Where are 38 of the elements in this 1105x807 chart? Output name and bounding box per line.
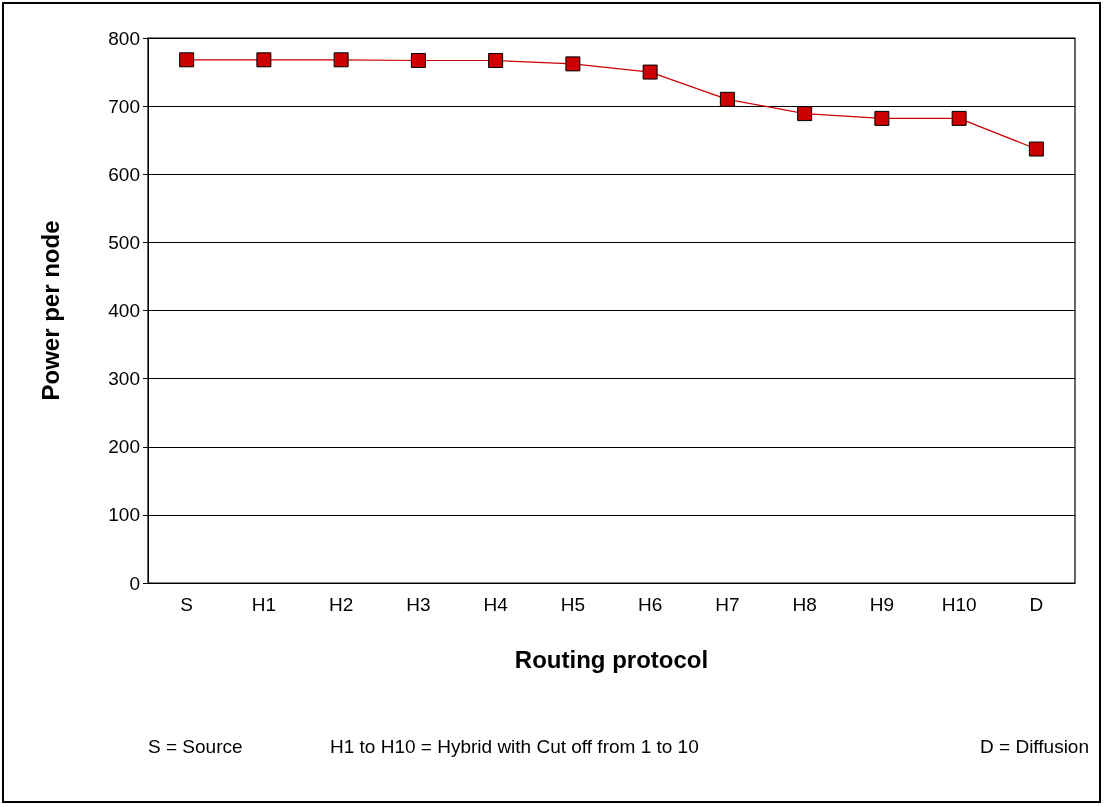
x-tick-label: H7 [715, 594, 740, 615]
text: S = Source [148, 736, 243, 757]
point [642, 64, 658, 80]
y-tick-label: 600 [108, 163, 140, 185]
point [488, 52, 504, 68]
text: H1 to H10 = Hybrid with Cut off from 1 to 10 [330, 736, 699, 757]
x-tick-label: H8 [792, 594, 817, 615]
point [565, 56, 581, 72]
point [179, 52, 195, 68]
y-tick-label: 100 [108, 504, 140, 526]
x-tick-label: H5 [560, 594, 586, 615]
y-tick-label: 400 [108, 300, 140, 321]
x-tick-label: H1 [251, 594, 277, 615]
point [256, 52, 272, 68]
point [719, 91, 735, 107]
point [410, 52, 426, 68]
point [1028, 141, 1044, 157]
point [797, 106, 813, 122]
y-tick-label: 300 [108, 368, 140, 390]
x-tick-label: H2 [328, 594, 354, 615]
y-tick-label: 0 [129, 572, 140, 594]
point [951, 110, 967, 126]
x-tick-label: H9 [869, 594, 895, 615]
y-tick-label: 700 [108, 95, 140, 117]
x-tick-label: H3 [406, 594, 431, 615]
x-tick-label: H10 [941, 594, 977, 615]
y-axis-title: Power per node [36, 220, 64, 401]
y-tick-label: 200 [108, 436, 140, 458]
x-axis-title: Routing protocol [514, 645, 709, 673]
x-tick-label: H6 [637, 594, 663, 615]
y-tick-label: 800 [108, 27, 140, 49]
y-tick-label: 500 [108, 231, 140, 253]
text: D = Diffusion [980, 736, 1089, 757]
point [874, 110, 890, 126]
x-tick-label: H4 [483, 594, 509, 615]
x-tick-label: S [180, 594, 193, 615]
point [333, 52, 349, 68]
x-tick-label: D [1029, 594, 1044, 615]
